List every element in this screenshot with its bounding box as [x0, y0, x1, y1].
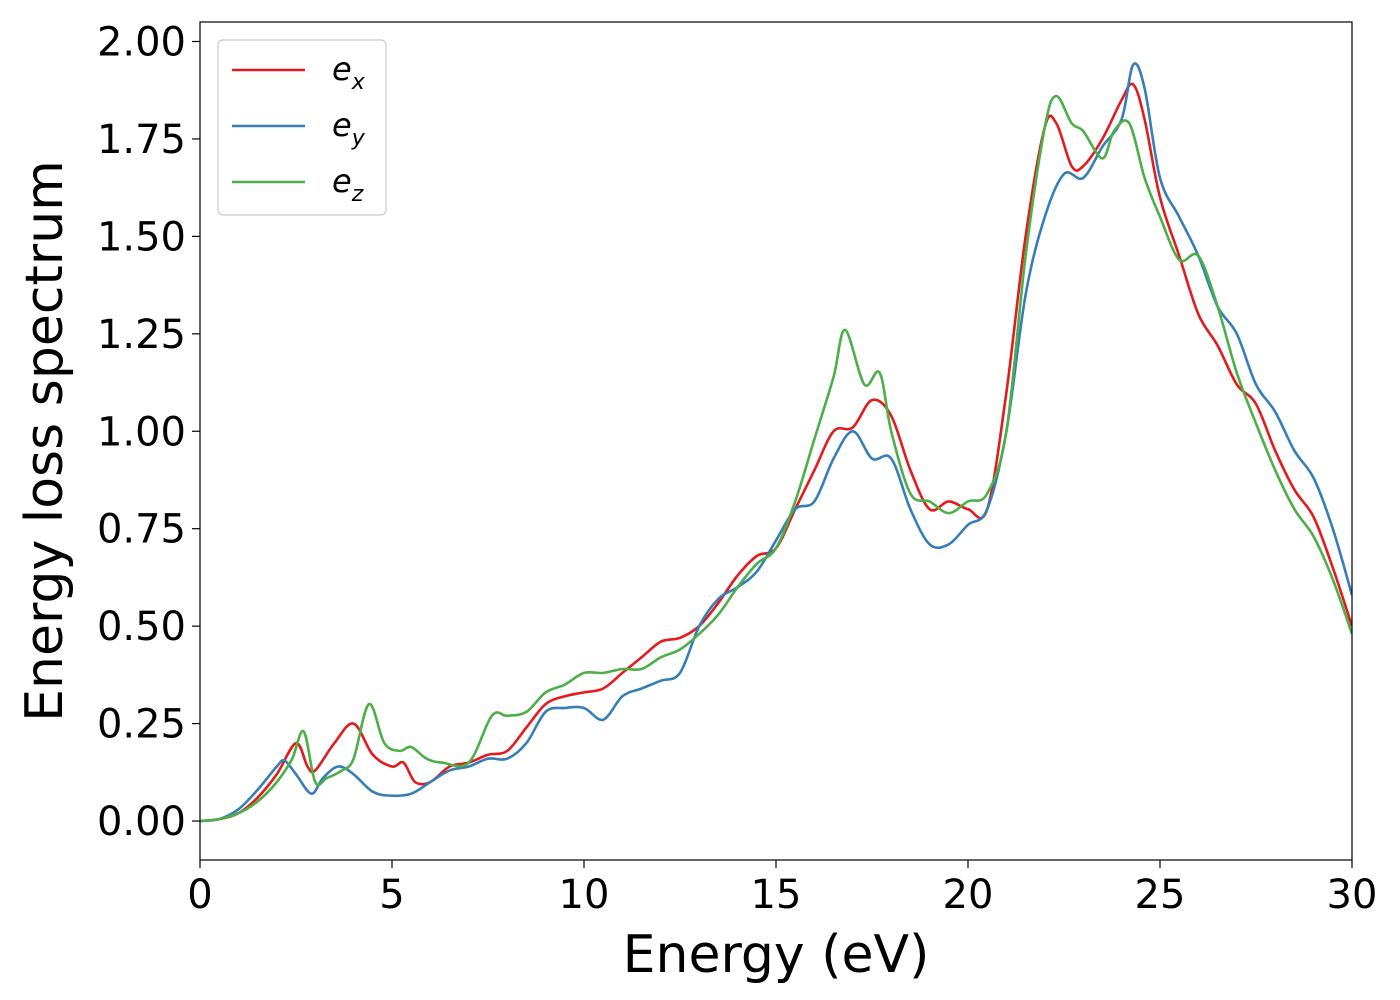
series-line-z — [200, 94, 1352, 823]
series-layer — [200, 62, 1352, 823]
x-tick-label: 15 — [751, 872, 802, 918]
legend-box — [217, 39, 387, 216]
x-tick-label: 0 — [187, 872, 212, 918]
y-tick-label: 1.75 — [97, 117, 186, 163]
x-tick-label: 10 — [559, 872, 610, 918]
legend-label-y: ey — [332, 106, 366, 151]
legend: ex ey ez — [217, 39, 387, 216]
x-tick-label: 30 — [1327, 872, 1378, 918]
y-tick-label: 1.00 — [97, 409, 186, 455]
y-tick-label: 0.25 — [97, 702, 186, 748]
x-axis-ticks: 0 5 10 15 20 25 30 — [187, 860, 1377, 918]
y-tick-label: 0.00 — [97, 799, 186, 845]
legend-label-z: ez — [332, 162, 364, 207]
x-tick-label: 20 — [943, 872, 994, 918]
x-axis-label: Energy (eV) — [623, 925, 930, 985]
y-tick-label: 2.00 — [97, 19, 186, 65]
x-tick-label: 5 — [379, 872, 404, 918]
y-tick-label: 1.25 — [97, 312, 186, 358]
legend-label-x: ex — [332, 50, 366, 95]
series-line-x — [200, 82, 1352, 823]
series-line-y — [200, 62, 1352, 823]
y-axis-ticks: 0.00 0.25 0.50 0.75 1.00 1.25 1.50 1.75 2.00 — [97, 19, 200, 845]
y-tick-label: 0.50 — [97, 604, 186, 650]
y-axis-label: Energy loss spectrum — [15, 160, 75, 722]
y-tick-label: 0.75 — [97, 507, 186, 553]
y-tick-label: 1.50 — [97, 214, 186, 260]
x-tick-label: 25 — [1135, 872, 1186, 918]
